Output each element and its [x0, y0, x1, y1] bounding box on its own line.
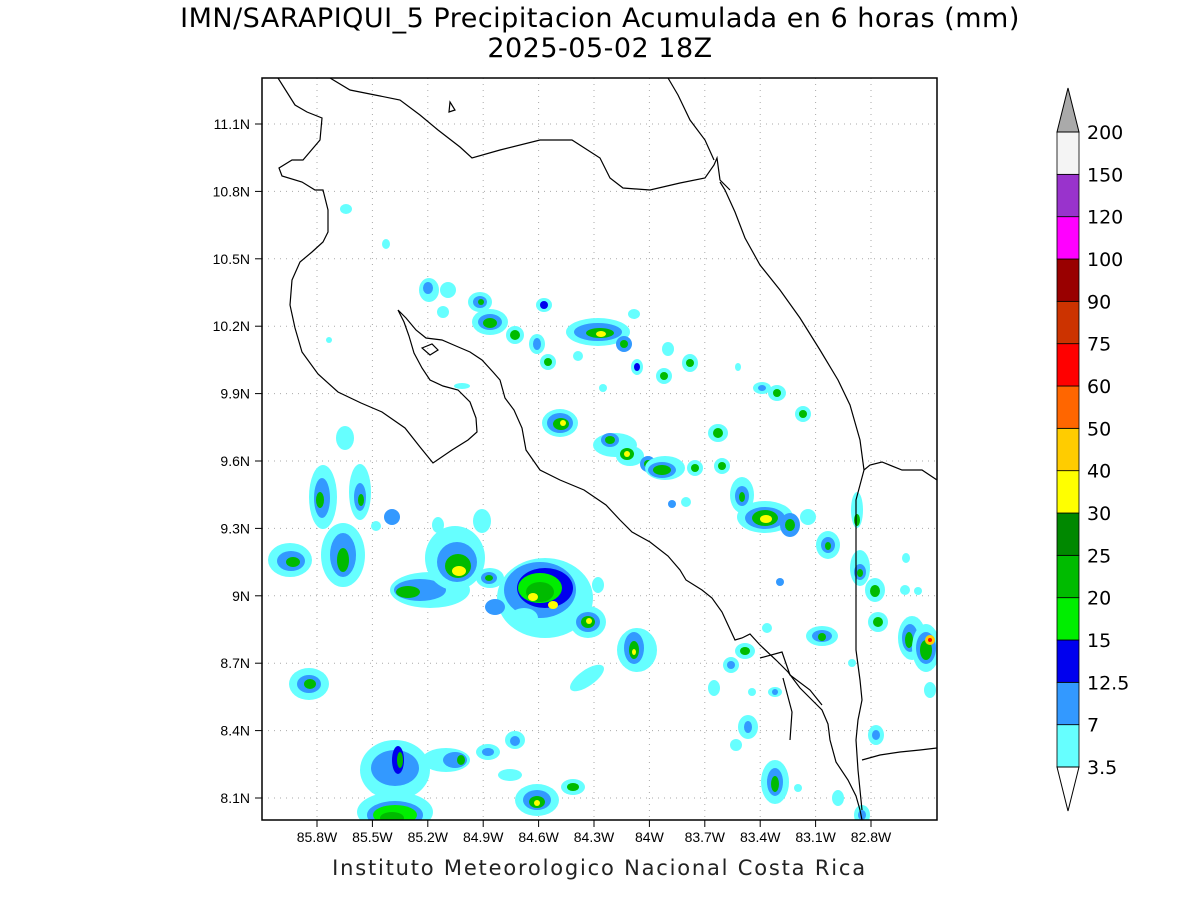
colorbar-label: 75 [1087, 334, 1111, 356]
precip-blob [432, 509, 491, 533]
precip-blob [422, 731, 525, 781]
coastline-borders [277, 78, 937, 820]
colorbar-segment [1056, 300, 1080, 345]
y-tick-label: 9.9N [220, 386, 250, 402]
colorbar-label: 40 [1087, 461, 1111, 483]
precip-blob [898, 616, 937, 698]
map-title: IMN/SARAPIQUI_5 Precipitacion Acumulada … [180, 3, 1020, 34]
precip-blob [708, 578, 838, 697]
colorbar-under-triangle [1056, 766, 1080, 812]
colorbar-segment [1056, 554, 1080, 599]
y-tick-label: 11.1N [214, 116, 250, 132]
colorbar-label: 20 [1087, 588, 1111, 610]
colorbar-label: 25 [1087, 545, 1111, 567]
y-tick-label: 9.3N [220, 520, 250, 536]
colorbar-segment [1056, 724, 1080, 768]
x-tick-label: 84.6W [518, 829, 559, 845]
precip-blob [268, 543, 312, 577]
colorbar-segment [1056, 470, 1080, 514]
x-tick-label: 84W [635, 829, 665, 845]
colorbar-label: 60 [1087, 376, 1111, 398]
precip-blob [515, 779, 585, 816]
x-tick-label: 85.8W [297, 829, 338, 845]
precipitation-field [268, 204, 937, 820]
y-tick-label: 8.7N [220, 655, 250, 671]
colorbar-label: 120 [1087, 207, 1123, 229]
x-tick-label: 85.2W [408, 829, 449, 845]
colorbar-label: 12.5 [1087, 672, 1129, 694]
precip-blob [289, 668, 329, 700]
precip-blob [753, 382, 811, 422]
x-tick-label: 83.7W [685, 829, 726, 845]
y-tick-label: 9.6N [220, 453, 250, 469]
y-tick-label: 8.4N [220, 723, 250, 739]
colorbar-segment [1056, 258, 1080, 302]
precip-blob [542, 409, 578, 437]
precip-blob [850, 492, 910, 632]
colorbar-label: 3.5 [1087, 757, 1117, 779]
x-tick-label: 83.4W [740, 829, 781, 845]
x-tick-label: 83.1W [795, 829, 836, 845]
colorbar-label: 30 [1087, 503, 1111, 525]
y-tick-label: 10.5N [213, 251, 250, 267]
colorbar: 3.5 7 12.5 15 20 25 30 40 50 60 75 90 100 120 150 200 [1056, 87, 1129, 812]
y-tick-label: 10.2N [213, 318, 250, 334]
colorbar-segment [1056, 681, 1080, 726]
colorbar-label: 50 [1087, 418, 1111, 440]
precip-blob [309, 465, 337, 529]
colorbar-segment [1056, 131, 1080, 175]
colorbar-label: 15 [1087, 630, 1111, 652]
colorbar-segment [1056, 343, 1080, 387]
x-tick-label: 84.3W [574, 829, 615, 845]
precip-blob [349, 464, 371, 520]
colorbar-segment [1056, 639, 1080, 683]
precip-blob [419, 278, 583, 370]
precip-blob [566, 309, 698, 392]
colorbar-label: 7 [1087, 715, 1099, 737]
precip-blob [570, 577, 606, 638]
y-tick-label: 9N [232, 588, 250, 604]
colorbar-segment [1056, 173, 1080, 218]
precip-blob [730, 587, 922, 820]
colorbar-segment [1056, 385, 1080, 429]
precip-blob [593, 363, 741, 508]
colorbar-segment [1056, 512, 1080, 556]
colorbar-label: 90 [1087, 291, 1111, 313]
x-tick-label: 82.8W [851, 829, 892, 845]
x-tick-label: 84.9W [463, 829, 504, 845]
y-tick-label: 10.8N [213, 183, 250, 199]
colorbar-segment [1056, 597, 1080, 641]
precip-blob [617, 628, 657, 672]
colorbar-label: 100 [1087, 249, 1123, 271]
precip-blob [321, 523, 365, 587]
precip-blob [326, 204, 470, 531]
colorbar-label: 200 [1087, 122, 1123, 144]
x-tick-label: 85.5W [352, 829, 393, 845]
precip-blob [737, 501, 840, 559]
precip-blob [510, 608, 605, 692]
precip-blob [708, 424, 754, 513]
map-frame [261, 77, 938, 821]
colorbar-segment [1056, 216, 1080, 260]
precip-blob [357, 740, 433, 820]
map-subtitle-date: 2025-05-02 18Z [487, 33, 713, 64]
precip-blob [476, 568, 505, 615]
footer-credit: Instituto Meteorologico Nacional Costa R… [332, 856, 867, 880]
colorbar-segment [1056, 427, 1080, 472]
colorbar-over-triangle [1056, 87, 1080, 133]
colorbar-label: 150 [1087, 164, 1123, 186]
map-axes: 85.8W 85.5W 85.2W 84.9W 84.6W 84.3W 84W 83.7W 83… [213, 116, 892, 845]
precip-blob [425, 526, 485, 590]
y-tick-label: 8.1N [220, 790, 250, 806]
